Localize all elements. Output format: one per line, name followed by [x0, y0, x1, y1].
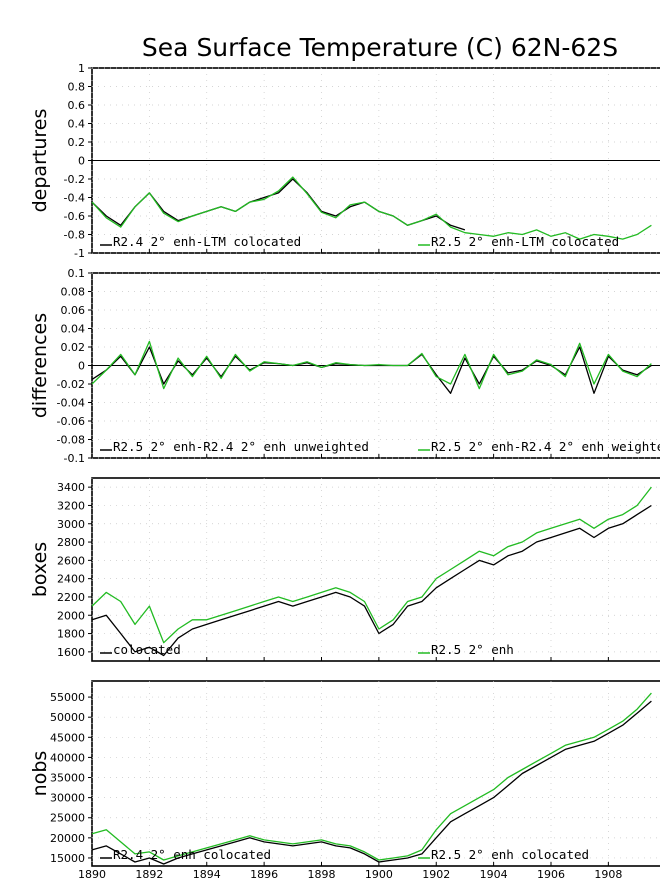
panel-boxes: 3400 3200 3000 2800 2600 2400 2200 2000 1800 1600… [29, 477, 660, 662]
y-tick-label: 0.04 [61, 323, 86, 336]
series-line-2 [91, 340, 652, 390]
y-tick-label: 0.08 [61, 286, 86, 299]
y-tick-label: 0.2 [68, 136, 86, 149]
y-tick-label: -0.08 [57, 434, 85, 447]
y-tick-label: 2000 [57, 609, 85, 622]
y-tick-label: 1800 [57, 628, 85, 641]
y-tick-label: 0 [78, 155, 85, 168]
legend-label: R2.4 2° enh colocated [113, 847, 271, 862]
y-tick-label: 15000 [50, 852, 85, 865]
y-axis-label: nobs [29, 751, 51, 797]
y-tick-label: -1 [74, 247, 85, 260]
x-tick-label: 1894 [193, 868, 221, 880]
panel-differences: 0.1 0.08 0.06 0.04 0.02 0 -0.02 -0.04 -0.06 -0.08… [29, 267, 660, 465]
series-line-2 [91, 176, 652, 240]
y-tick-label: -0.1 [64, 452, 85, 465]
y-axis-label: departures [29, 109, 51, 213]
x-tick-label: 1892 [135, 868, 163, 880]
x-tick-label: 1908 [594, 868, 622, 880]
panel-frame [91, 680, 660, 867]
y-tick-label: 1 [78, 62, 85, 75]
y-tick-label: 3000 [57, 518, 85, 531]
y-tick-label: -0.06 [57, 415, 85, 428]
y-tick-label: 0.1 [68, 267, 86, 280]
y-tick-label: 20000 [50, 832, 85, 845]
series-line-2 [91, 692, 652, 861]
legend-label: R2.5 2° enh-R2.4 2° enh unweighted [113, 439, 369, 454]
panel-departures: 1 0.8 0.6 0.4 0.2 0 -0.2 -0.4 -0.6 -0.8 -1 departur… [29, 62, 660, 260]
y-tick-label: 40000 [50, 751, 85, 764]
y-tick-label: 0.4 [68, 118, 86, 131]
panel-nobs: 55000 50000 45000 40000 35000 30000 25000 20000… [29, 680, 660, 867]
y-tick-label: 2400 [57, 573, 85, 586]
series-line-1 [91, 504, 652, 657]
legend-label: R2.5 2° enh colocated [431, 847, 589, 862]
y-tick-label: -0.6 [64, 210, 85, 223]
y-tick-label: -0.4 [64, 192, 85, 205]
y-tick-label: 1600 [57, 646, 85, 659]
legend-label: R2.5 2° enh [431, 642, 514, 657]
series-line-2 [91, 486, 652, 644]
legend-label: colocated [113, 642, 181, 657]
x-tick-label: 1900 [365, 868, 393, 880]
x-tick-label: 1906 [537, 868, 565, 880]
x-tick-label: 1904 [480, 868, 508, 880]
y-axis-label: boxes [29, 542, 51, 597]
y-tick-label: 0 [78, 360, 85, 373]
y-tick-label: 2200 [57, 591, 85, 604]
y-tick-label: 3200 [57, 499, 85, 512]
y-tick-label: 0.02 [61, 341, 86, 354]
series-line-1 [91, 700, 652, 865]
legend-label: R2.5 2° enh-LTM colocated [431, 234, 619, 249]
y-axis-label: differences [29, 313, 51, 418]
y-tick-label: -0.2 [64, 173, 85, 186]
x-tick-label: 1902 [422, 868, 450, 880]
y-tick-label: 55000 [50, 691, 85, 704]
y-tick-label: 0.6 [68, 99, 86, 112]
legend-label: R2.5 2° enh-R2.4 2° enh weighte [431, 439, 660, 454]
y-tick-label: 25000 [50, 812, 85, 825]
series-line-1 [91, 178, 466, 231]
legend-label: R2.4 2° enh-LTM colocated [113, 234, 301, 249]
y-tick-label: 2800 [57, 536, 85, 549]
y-tick-label: 0.8 [68, 81, 86, 94]
y-tick-label: 45000 [50, 731, 85, 744]
y-tick-label: -0.04 [57, 397, 85, 410]
y-tick-label: 30000 [50, 792, 85, 805]
y-tick-label: 35000 [50, 772, 85, 785]
y-tick-label: 50000 [50, 711, 85, 724]
y-tick-label: 3400 [57, 481, 85, 494]
x-tick-label: 1896 [250, 868, 278, 880]
x-tick-label: 1898 [307, 868, 335, 880]
y-tick-label: 2600 [57, 554, 85, 567]
y-tick-label: -0.02 [57, 378, 85, 391]
chart-title: Sea Surface Temperature (C) 62N-62S [142, 33, 618, 62]
x-tick-label: 1890 [78, 868, 106, 880]
y-tick-label: -0.8 [64, 229, 85, 242]
y-tick-label: 0.06 [61, 304, 86, 317]
panel-frame [91, 477, 660, 662]
